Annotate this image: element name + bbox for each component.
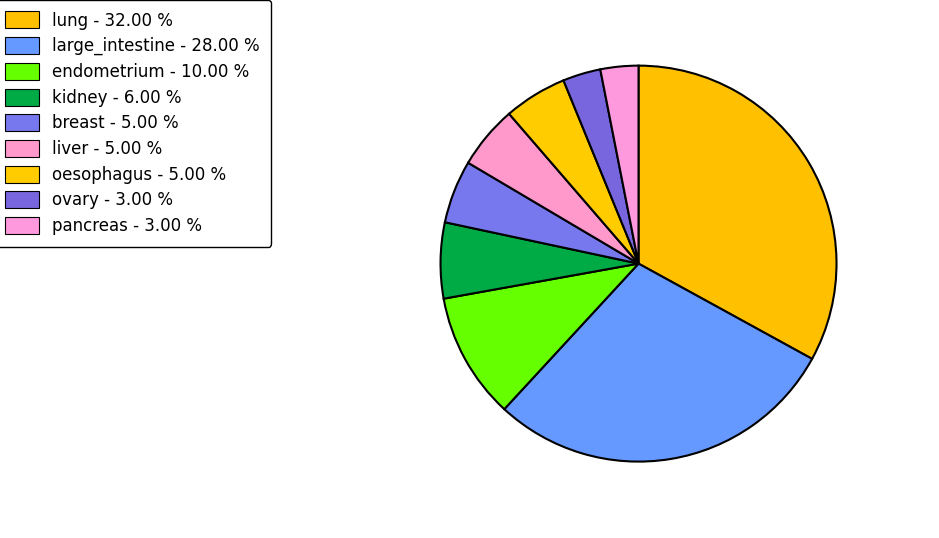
Wedge shape [639,66,837,359]
Wedge shape [563,69,639,264]
Wedge shape [504,264,812,462]
Wedge shape [443,264,639,409]
Wedge shape [445,163,639,264]
Legend: lung - 32.00 %, large_intestine - 28.00 %, endometrium - 10.00 %, kidney - 6.00 : lung - 32.00 %, large_intestine - 28.00 … [0,0,271,247]
Wedge shape [440,222,639,299]
Wedge shape [509,80,639,264]
Wedge shape [469,114,639,264]
Wedge shape [600,66,639,264]
